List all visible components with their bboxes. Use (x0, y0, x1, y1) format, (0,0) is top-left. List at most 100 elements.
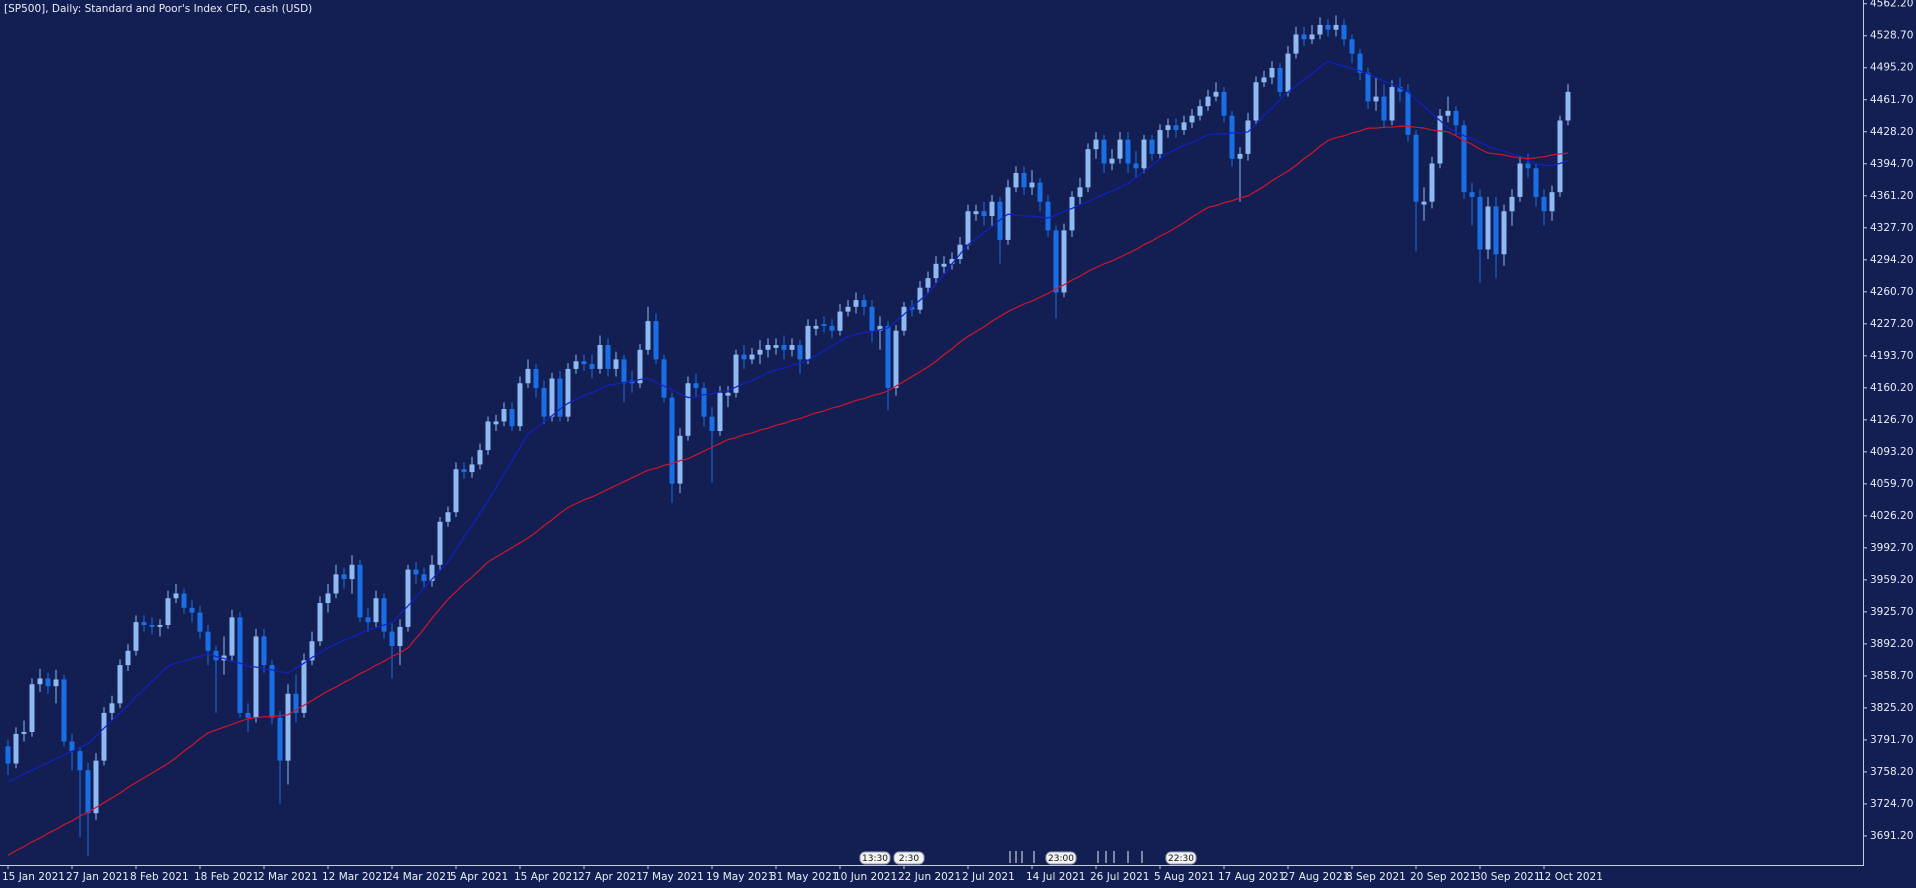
candle-body (109, 703, 115, 713)
candle-body (1277, 67, 1283, 92)
candle-body (165, 598, 171, 625)
candle-body (429, 564, 435, 582)
candle-body (229, 617, 235, 656)
candle-body (581, 361, 587, 365)
y-tick-label: 3691.20 (1870, 830, 1913, 842)
candle-body (901, 306, 907, 331)
candle-body (893, 330, 899, 389)
candle-body (461, 469, 467, 473)
y-tick-label: 3959.20 (1870, 574, 1913, 586)
moving-average-line (7, 60, 1569, 783)
candle-body (733, 354, 739, 393)
event-ticks (1009, 851, 1143, 863)
candle-body (869, 306, 875, 331)
candle-body (37, 678, 43, 685)
y-tick-label: 4294.20 (1870, 254, 1913, 266)
candle-body (101, 712, 107, 761)
candle-body (453, 469, 459, 513)
candle-body (789, 345, 795, 350)
candle-body (549, 378, 555, 417)
candle-body (1117, 139, 1123, 159)
candle-body (1149, 139, 1155, 154)
candle-body (1037, 182, 1043, 202)
y-tick-label: 4193.70 (1870, 350, 1913, 362)
candle-body (477, 450, 483, 465)
candle-body (637, 349, 643, 384)
candle-body (1549, 192, 1555, 212)
candle-body (573, 361, 579, 369)
candle-body (597, 345, 603, 369)
candle-body (213, 650, 219, 661)
x-tick-label: 5 Apr 2021 (450, 871, 508, 883)
y-tick-label: 3892.20 (1870, 638, 1913, 650)
candle-body (1533, 168, 1539, 197)
candle-body (397, 626, 403, 647)
candle-body (1349, 39, 1355, 54)
candle-body (253, 636, 259, 718)
candle-body (781, 345, 787, 350)
chart-title: [SP500], Daily: Standard and Poor's Inde… (4, 3, 312, 15)
candle-body (1301, 34, 1307, 40)
candle-body (189, 607, 195, 613)
event-marker-box (859, 851, 891, 865)
candle-body (1333, 24, 1339, 30)
candle-body (133, 622, 139, 651)
x-tick-label: 12 Mar 2021 (322, 871, 389, 883)
candle-body (413, 569, 419, 575)
candle-body (341, 574, 347, 580)
candle-body (1493, 206, 1499, 255)
candle-body (749, 354, 755, 360)
candle-body (349, 564, 355, 580)
candle-body (605, 345, 611, 369)
candle-body (21, 731, 27, 734)
candle-body (357, 564, 363, 618)
candle-body (29, 684, 35, 732)
candle-body (149, 624, 155, 627)
candle-body (1405, 91, 1411, 135)
candle-body (917, 287, 923, 310)
event-marker: 22:30 (1165, 851, 1197, 865)
x-tick-label: 18 Feb 2021 (194, 871, 259, 883)
candle-body (589, 364, 595, 369)
candle-body (301, 660, 307, 713)
event-marker-box (1165, 851, 1197, 865)
x-tick-label: 15 Apr 2021 (514, 871, 579, 883)
y-tick-label: 4327.70 (1870, 222, 1913, 234)
candle-body (981, 211, 987, 217)
candle-body (1253, 82, 1259, 121)
candle-body (1565, 91, 1571, 121)
candle-body (61, 679, 67, 742)
candle-body (1101, 139, 1107, 164)
candle-body (557, 378, 563, 417)
candle-body (645, 321, 651, 350)
candle-body (1477, 196, 1483, 250)
y-tick-label: 4059.70 (1870, 478, 1913, 490)
candle-body (1261, 77, 1267, 83)
candle-body (1157, 130, 1163, 154)
y-tick-label: 4026.20 (1870, 510, 1913, 522)
candle-body (85, 770, 91, 814)
x-tick-label: 24 Mar 2021 (386, 871, 453, 883)
x-tick-label: 7 May 2021 (642, 871, 704, 883)
event-marker-label: 13:30 (862, 854, 888, 864)
candle-body (1045, 201, 1051, 231)
x-tick-label: 10 Jun 2021 (834, 871, 897, 883)
candle-body (765, 345, 771, 350)
candle-body (685, 383, 691, 436)
event-marker-box (893, 851, 925, 865)
y-tick-label: 4227.20 (1870, 318, 1913, 330)
y-tick-label: 4093.20 (1870, 446, 1913, 458)
candle-body (1541, 196, 1547, 212)
candle-body (261, 636, 267, 666)
y-tick-label: 4495.20 (1870, 62, 1913, 74)
candle-body (69, 741, 75, 752)
candle-body (997, 201, 1003, 240)
candle-body (709, 416, 715, 432)
candle-body (1237, 153, 1243, 159)
candle-body (1485, 206, 1491, 250)
candle-body (757, 349, 763, 355)
candle-body (1357, 53, 1363, 73)
candle-body (1173, 125, 1179, 131)
candle-body (421, 574, 427, 582)
